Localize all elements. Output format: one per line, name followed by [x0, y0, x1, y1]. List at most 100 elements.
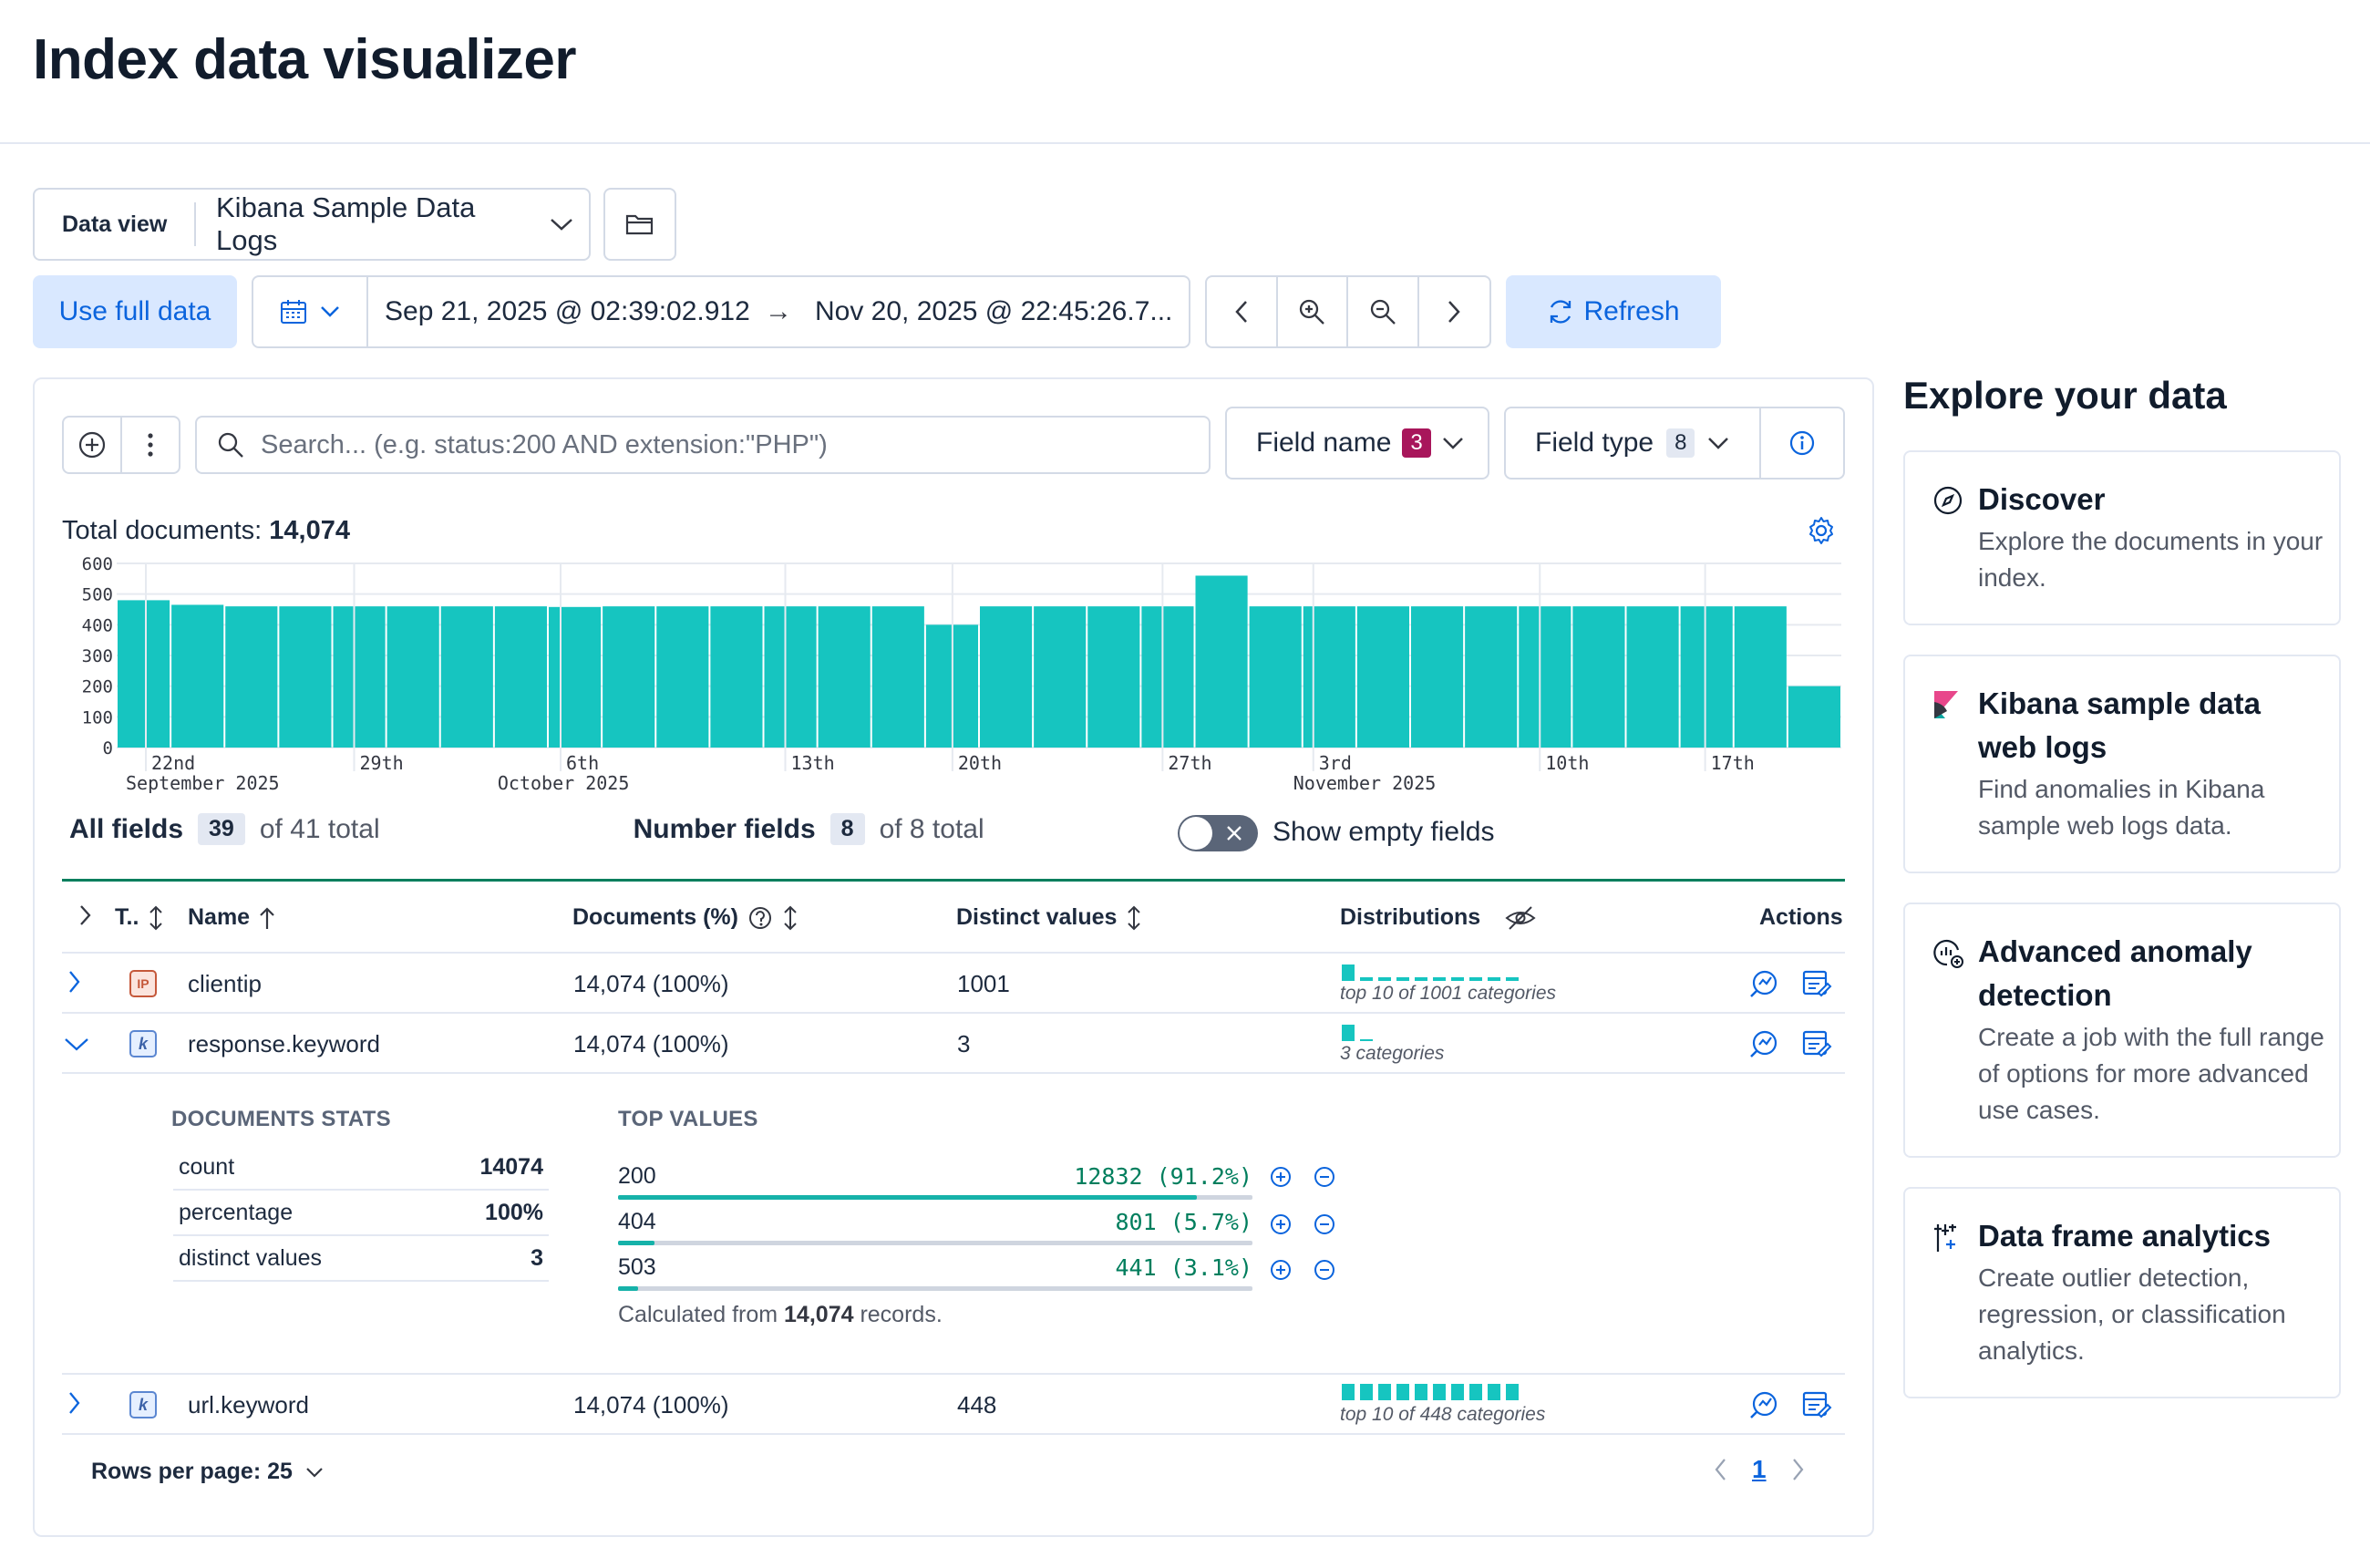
- type-column-header[interactable]: T..: [115, 904, 164, 931]
- zoom-out-button[interactable]: [1348, 277, 1419, 346]
- documents-column-header[interactable]: Documents (%): [572, 904, 799, 931]
- number-fields-count: 8: [830, 813, 865, 845]
- y-tick-label: 500: [82, 585, 113, 605]
- all-fields-count: 39: [198, 813, 245, 845]
- table-top-rule: [62, 879, 1845, 882]
- edit-field-button[interactable]: [1801, 968, 1832, 1004]
- end-date[interactable]: Nov 20, 2025 @ 22:45:26.7...: [815, 296, 1173, 326]
- calendar-icon: [281, 300, 306, 324]
- distribution-sparkline: [1342, 965, 1519, 981]
- table-edit-icon: [1802, 1391, 1832, 1418]
- filter-for-value-button[interactable]: [1269, 1258, 1293, 1286]
- more-options-button[interactable]: [122, 418, 179, 472]
- sample-data-web-logs-card[interactable]: Kibana sample data web logs Find anomali…: [1903, 655, 2341, 873]
- info-button[interactable]: [1761, 429, 1843, 457]
- explore-in-data-visualizer-button[interactable]: [1748, 1028, 1779, 1064]
- card-description: Create outlier detection, regression, or…: [1978, 1264, 2286, 1365]
- histogram-bar: [549, 606, 602, 748]
- lens-icon: [1750, 970, 1778, 997]
- edit-field-button[interactable]: [1801, 1028, 1832, 1064]
- zoom-in-button[interactable]: [1278, 277, 1348, 346]
- documents-count: 14,074 (100%): [573, 970, 729, 997]
- card-description: Create a job with the full range of opti…: [1978, 1023, 2324, 1124]
- rows-per-page-button[interactable]: Rows per page: 25: [91, 1459, 324, 1485]
- page-1-link[interactable]: 1: [1752, 1455, 1767, 1483]
- header-divider: [0, 142, 2370, 144]
- filter-out-value-button[interactable]: [1313, 1165, 1336, 1193]
- stat-label: percentage: [179, 1199, 294, 1225]
- histogram-bar: [1249, 606, 1302, 748]
- refresh-button[interactable]: Refresh: [1506, 275, 1721, 348]
- quick-menu-button[interactable]: [253, 277, 368, 346]
- histogram-bar: [1195, 575, 1248, 748]
- top-value-bar: [618, 1286, 1252, 1291]
- filter-out-value-button[interactable]: [1313, 1212, 1336, 1241]
- discover-card[interactable]: Discover Explore the documents in your i…: [1903, 450, 2341, 625]
- top-value: 200: [618, 1163, 656, 1189]
- chevron-left-icon[interactable]: [1714, 1458, 1726, 1481]
- add-field-button[interactable]: [64, 418, 122, 472]
- advanced-anomaly-detection-card[interactable]: Advanced anomaly detection Create a job …: [1903, 903, 2341, 1158]
- collapse-row-button[interactable]: [64, 1037, 89, 1057]
- refresh-label: Refresh: [1583, 296, 1680, 326]
- y-tick-label: 300: [82, 646, 113, 666]
- field-type-count-badge: 8: [1666, 428, 1695, 458]
- chevron-right-icon[interactable]: [1792, 1458, 1805, 1481]
- x-month-label: September 2025: [126, 772, 280, 793]
- name-column-header[interactable]: Name: [188, 904, 275, 931]
- distinct-column-header[interactable]: Distinct values: [956, 904, 1142, 931]
- next-period-button[interactable]: [1419, 277, 1489, 346]
- card-description: Explore the documents in your index.: [1978, 527, 2324, 592]
- table-edit-icon: [1802, 970, 1832, 997]
- explore-in-data-visualizer-button[interactable]: [1748, 1389, 1779, 1425]
- top-value-bar: [618, 1195, 1252, 1200]
- number-fields-label: Number fields: [633, 813, 816, 844]
- filter-out-value-button[interactable]: [1313, 1258, 1336, 1286]
- histogram-bar: [871, 606, 924, 748]
- histogram-bar: [1680, 606, 1733, 748]
- analytics-icon: [1932, 1222, 1965, 1259]
- total-documents-label: Total documents:: [62, 516, 263, 545]
- card-title: Discover: [1978, 482, 2106, 516]
- explore-in-data-visualizer-button[interactable]: [1748, 968, 1779, 1004]
- edit-field-button[interactable]: [1801, 1389, 1832, 1425]
- stat-value: 3: [531, 1244, 543, 1271]
- distributions-column-header: Distributions: [1340, 904, 1537, 931]
- field-name-filter[interactable]: Field name 3: [1225, 407, 1489, 480]
- filter-for-value-button[interactable]: [1269, 1165, 1293, 1193]
- data-frame-analytics-card[interactable]: Data frame analytics Create outlier dete…: [1903, 1187, 2341, 1398]
- magnify-plus-icon: [1271, 1214, 1291, 1234]
- data-view-selector[interactable]: Data view Kibana Sample Data Logs: [33, 188, 591, 261]
- expand-row-button[interactable]: [67, 970, 80, 998]
- x-tick-label: 22nd: [151, 752, 195, 774]
- field-type-filter[interactable]: Field type 8: [1506, 408, 1761, 478]
- top-value-bar-fill: [618, 1195, 1197, 1200]
- chevron-left-icon: [1235, 301, 1247, 323]
- chevron-down-icon[interactable]: [534, 217, 589, 232]
- top-value-count: 801 (5.7%): [1115, 1209, 1252, 1235]
- eye-closed-icon[interactable]: [1504, 905, 1537, 931]
- open-data-view-button[interactable]: [603, 188, 676, 261]
- zoom-out-icon: [1370, 299, 1396, 325]
- keyword-type-icon: k: [129, 1030, 157, 1057]
- filter-for-value-button[interactable]: [1269, 1212, 1293, 1241]
- histogram-bar: [279, 606, 332, 748]
- data-view-value[interactable]: Kibana Sample Data Logs: [216, 191, 476, 256]
- start-date[interactable]: Sep 21, 2025 @ 02:39:02.912: [385, 296, 750, 326]
- field-name-count-badge: 3: [1402, 428, 1431, 458]
- chart-settings-button[interactable]: [1807, 516, 1836, 550]
- previous-period-button[interactable]: [1207, 277, 1278, 346]
- all-fields-total: of 41 total: [259, 813, 380, 844]
- time-range-picker[interactable]: Sep 21, 2025 @ 02:39:02.912 → Nov 20, 20…: [252, 275, 1190, 348]
- expand-all-header[interactable]: [78, 904, 91, 926]
- show-empty-fields-toggle[interactable]: [1178, 815, 1258, 851]
- expand-row-button[interactable]: [67, 1391, 80, 1419]
- search-bar[interactable]: [195, 416, 1211, 474]
- card-title: Advanced anomaly detection: [1978, 934, 2252, 1012]
- stat-row: percentage 100%: [173, 1191, 549, 1236]
- close-icon: [1227, 826, 1242, 841]
- x-tick-label: 10th: [1545, 752, 1589, 774]
- use-full-data-button[interactable]: Use full data: [33, 275, 237, 348]
- type-header-label: T..: [115, 904, 139, 930]
- search-input[interactable]: [261, 429, 1172, 460]
